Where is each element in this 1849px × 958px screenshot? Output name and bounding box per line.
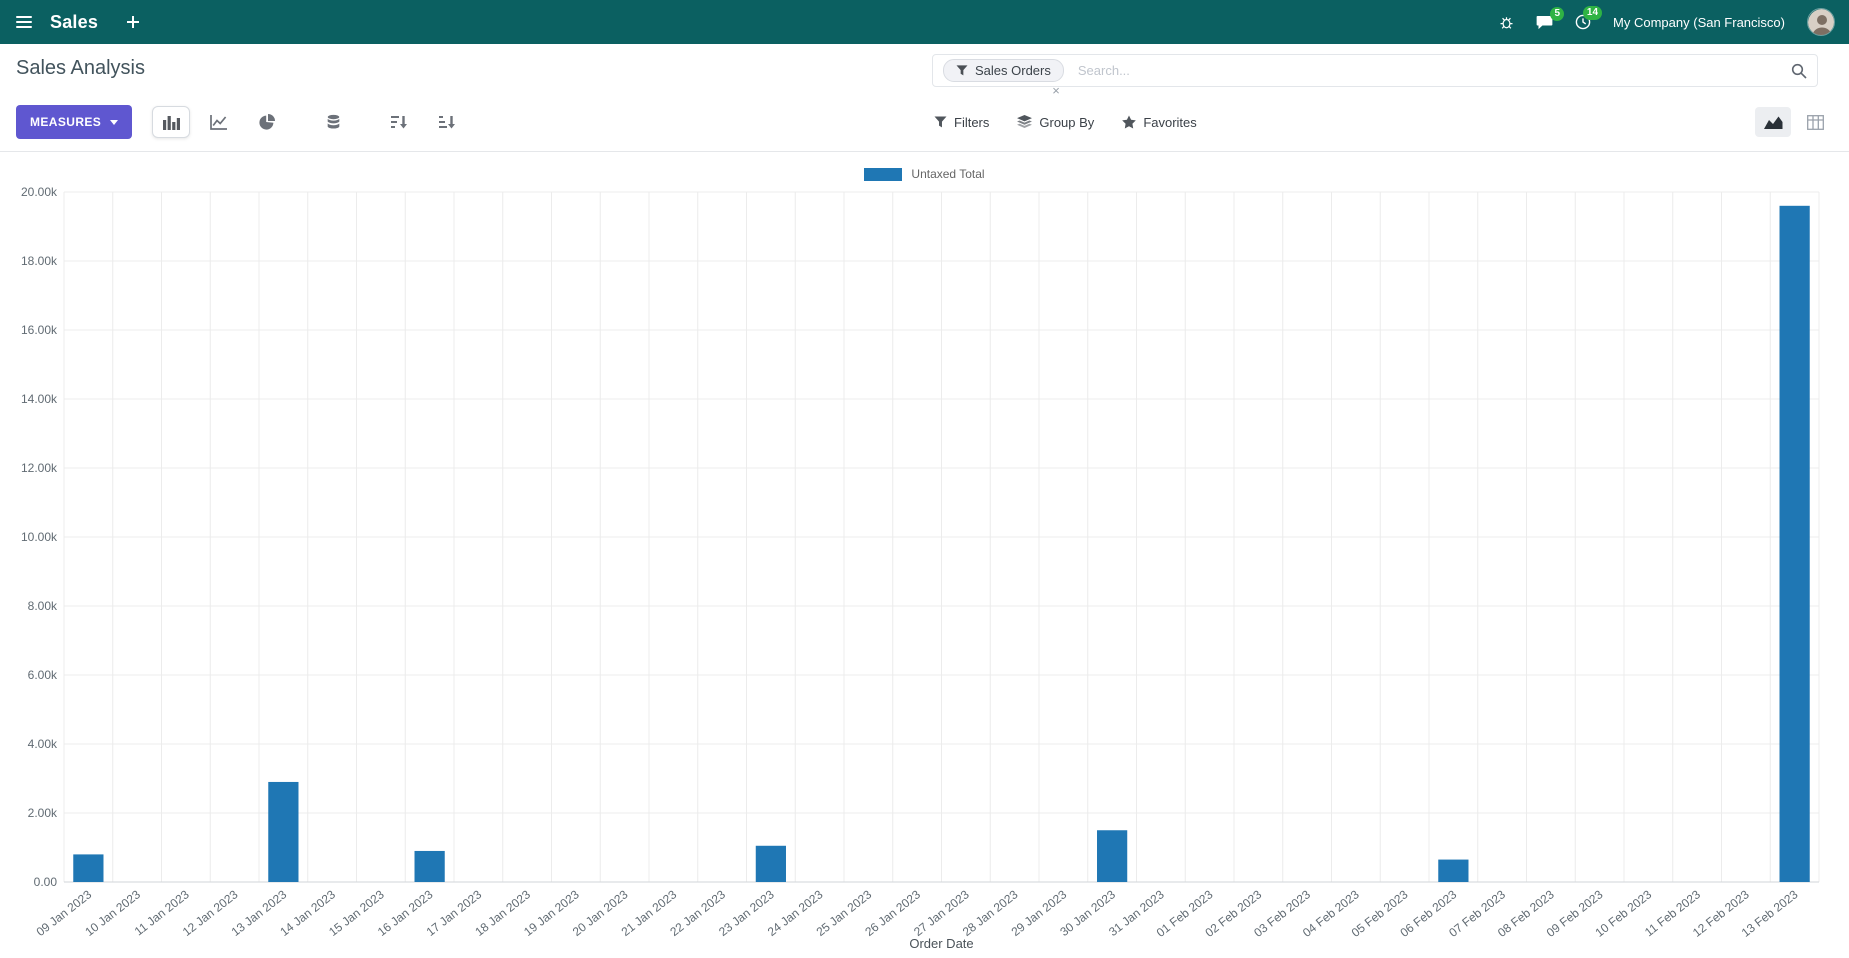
facet-remove-icon[interactable]: × [1052, 83, 1060, 98]
search-icon[interactable] [1791, 63, 1807, 79]
page-title: Sales Analysis [16, 57, 145, 79]
search-facet-label: Sales Orders [975, 63, 1051, 78]
app-name[interactable]: Sales [50, 11, 99, 32]
area-chart-icon [1763, 116, 1782, 129]
y-tick-label: 14.00k [21, 392, 58, 406]
bar-chart-icon [162, 116, 180, 130]
bar[interactable] [73, 854, 104, 882]
bar[interactable] [1097, 830, 1128, 882]
bar[interactable] [755, 845, 786, 882]
database-icon [327, 114, 340, 129]
filters-button[interactable]: Filters [934, 115, 989, 130]
measures-button[interactable]: MEASURES [16, 105, 133, 139]
bar[interactable] [1438, 859, 1469, 882]
avatar[interactable] [1807, 8, 1835, 36]
pivot-view-button[interactable] [1797, 107, 1833, 137]
y-tick-label: 6.00k [28, 668, 58, 682]
filters-icon [934, 116, 947, 128]
group-by-label: Group By [1039, 114, 1095, 130]
bar[interactable] [414, 850, 445, 882]
activities-icon[interactable]: 14 [1575, 6, 1603, 30]
star-icon [1122, 115, 1137, 129]
bar-chart-svg: 0.00 2.00k 4.00k 6.00k 8.00k 10.00k 12.00k 14.0… [21, 185, 1820, 951]
debug-bug-icon[interactable] [1499, 15, 1514, 30]
top-navbar: Sales 5 14 My Company (San Francisco) [0, 0, 1849, 44]
pie-chart-icon [259, 114, 276, 130]
favorites-label: Favorites [1143, 114, 1197, 130]
y-tick-label: 10.00k [21, 530, 58, 544]
sort-descending-button[interactable] [380, 106, 418, 138]
line-chart-icon [210, 115, 228, 130]
chart-legend[interactable]: Untaxed Total [16, 166, 1833, 182]
y-tick-label: 2.00k [28, 806, 58, 820]
apps-menu-icon[interactable] [14, 12, 34, 32]
search-facet[interactable]: Sales Orders [943, 59, 1064, 82]
control-panel: Sales Analysis Sales Orders × MEASURES [0, 44, 1849, 152]
y-tick-label: 0.00 [34, 875, 58, 889]
x-axis-title: Order Date [909, 936, 973, 951]
pivot-table-icon [1806, 114, 1824, 130]
group-by-icon [1017, 115, 1033, 128]
sort-descending-icon [390, 116, 407, 129]
bar-chart-button[interactable] [152, 106, 191, 138]
bar[interactable] [1779, 205, 1810, 883]
graph-view-button[interactable] [1755, 107, 1791, 137]
pie-chart-button[interactable] [248, 106, 286, 138]
messages-icon[interactable]: 5 [1536, 6, 1565, 30]
y-tick-label: 12.00k [21, 461, 58, 475]
caret-down-icon [110, 119, 119, 125]
favorites-button[interactable]: Favorites [1122, 114, 1197, 130]
filters-label: Filters [954, 114, 990, 130]
bar[interactable] [268, 781, 299, 882]
legend-label: Untaxed Total [911, 167, 985, 181]
y-tick-label: 20.00k [21, 185, 58, 199]
search-input[interactable] [1077, 63, 1791, 78]
y-tick-label: 16.00k [21, 323, 58, 337]
company-switcher[interactable]: My Company (San Francisco) [1613, 14, 1785, 30]
messages-badge: 5 [1550, 6, 1565, 21]
plus-icon[interactable] [126, 15, 140, 29]
sort-ascending-icon [438, 116, 455, 129]
sort-ascending-button[interactable] [428, 106, 466, 138]
y-tick-label: 4.00k [28, 737, 58, 751]
line-chart-button[interactable] [200, 106, 238, 138]
activities-badge: 14 [1582, 6, 1603, 20]
group-by-button[interactable]: Group By [1017, 115, 1094, 130]
graph-view: Untaxed Total 0.00 2.00k 4.00k 6.00k 8.00k 10… [0, 166, 1849, 958]
legend-swatch [864, 167, 903, 181]
filter-funnel-icon [956, 65, 968, 76]
search-bar[interactable]: Sales Orders × [932, 54, 1818, 97]
stacked-toggle-button[interactable] [314, 106, 352, 138]
y-tick-label: 18.00k [21, 254, 58, 268]
measures-label: MEASURES [30, 115, 102, 129]
y-tick-label: 8.00k [28, 599, 58, 613]
